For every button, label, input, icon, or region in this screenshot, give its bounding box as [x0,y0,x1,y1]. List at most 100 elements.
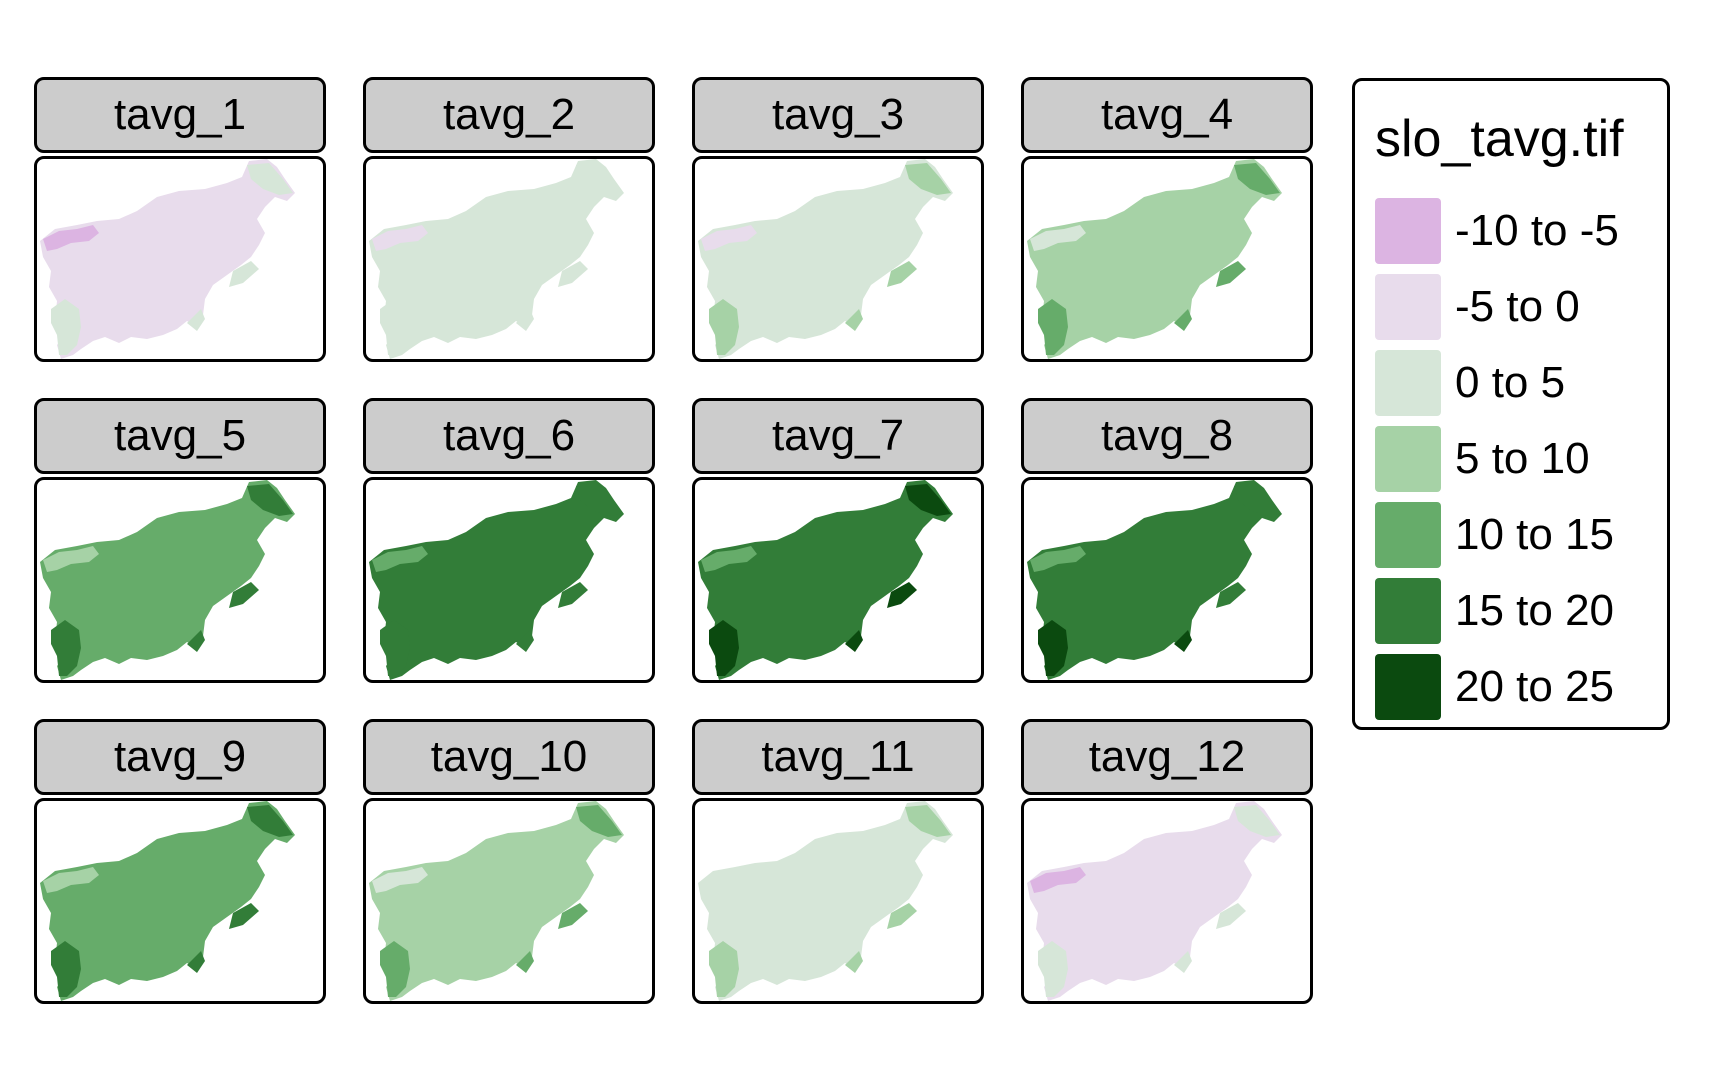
region-alps [701,867,757,893]
map-panel [34,477,326,683]
facet-title: tavg_8 [1021,398,1313,474]
map-panel [1021,477,1313,683]
region-alps [701,546,757,572]
region-base [1027,801,1282,1001]
region-northeast [576,163,622,195]
map-panel [692,156,984,362]
region-base [40,801,295,1001]
facet-tavg-3: tavg_3 [692,77,984,362]
facet-tavg-10: tavg_10 [363,719,655,1004]
region-alps [372,225,428,251]
legend-item: 10 to 15 [1375,497,1614,573]
region-alps [43,225,99,251]
region-southeast-band [229,261,259,287]
legend-item: 5 to 10 [1375,421,1590,497]
region-lowland-southeast [187,951,205,973]
region-base [40,159,295,359]
map-panel [1021,156,1313,362]
legend-swatch [1375,578,1441,644]
region-northeast [247,163,293,195]
region-southeast-band [1216,903,1246,929]
region-southeast-band [558,582,588,608]
map-panel [363,798,655,1004]
facet-tavg-6: tavg_6 [363,398,655,683]
region-southeast-band [229,903,259,929]
region-northeast [905,484,951,516]
region-lowland-southeast [516,309,534,331]
region-lowland-southeast [845,951,863,973]
facet-title: tavg_9 [34,719,326,795]
legend-label: 20 to 25 [1455,662,1615,711]
region-alps [372,546,428,572]
facet-tavg-9: tavg_9 [34,719,326,1004]
region-northeast [247,805,293,837]
map-panel [692,798,984,1004]
facet-title: tavg_1 [34,77,326,153]
region-alps [372,867,428,893]
slovenia-map [1027,159,1282,359]
region-southeast-band [1216,261,1246,287]
map-panel [34,798,326,1004]
region-northeast [905,163,951,195]
region-northeast [1234,484,1280,516]
slovenia-map [40,159,295,359]
region-northeast [247,484,293,516]
legend-label: 5 to 10 [1455,434,1590,483]
legend-label: 15 to 20 [1455,586,1615,635]
facet-title: tavg_7 [692,398,984,474]
region-alps [701,225,757,251]
facet-tavg-5: tavg_5 [34,398,326,683]
region-southeast-band [229,582,259,608]
slovenia-map [40,480,295,680]
facet-tavg-4: tavg_4 [1021,77,1313,362]
region-lowland-southwest [1038,941,1068,997]
region-base [698,159,953,359]
map-panel [363,477,655,683]
facet-title: tavg_10 [363,719,655,795]
facet-title: tavg_3 [692,77,984,153]
region-lowland-southeast [845,309,863,331]
legend-item: -5 to 0 [1375,269,1580,345]
slovenia-map [1027,801,1282,1001]
region-lowland-southeast [187,309,205,331]
region-lowland-southeast [1174,309,1192,331]
slovenia-map [1027,480,1282,680]
region-northeast [1234,163,1280,195]
region-southeast-band [887,261,917,287]
legend-label: -10 to -5 [1455,206,1619,255]
region-lowland-southwest [709,299,739,355]
region-northeast [576,484,622,516]
map-panel [1021,798,1313,1004]
region-lowland-southwest [1038,620,1068,676]
region-lowland-southeast [187,630,205,652]
region-lowland-southwest [51,941,81,997]
map-panel [363,156,655,362]
slovenia-map [369,159,624,359]
region-lowland-southeast [1174,630,1192,652]
region-lowland-southwest [709,620,739,676]
region-lowland-southeast [845,630,863,652]
region-lowland-southwest [1038,299,1068,355]
facet-tavg-1: tavg_1 [34,77,326,362]
legend-item: 20 to 25 [1375,649,1614,725]
region-lowland-southeast [1174,951,1192,973]
region-northeast [1234,805,1280,837]
region-lowland-southwest [380,299,410,355]
region-base [40,480,295,680]
legend-swatch [1375,426,1441,492]
region-alps [1030,225,1086,251]
slovenia-map [698,480,953,680]
region-base [698,480,953,680]
legend-swatch [1375,502,1441,568]
region-base [698,801,953,1001]
legend-swatch [1375,350,1441,416]
region-southeast-band [558,903,588,929]
region-northeast [905,805,951,837]
slovenia-map [369,480,624,680]
legend: slo_tavg.tif -10 to -5 -5 to 0 0 to 5 5 … [1352,78,1670,730]
region-southeast-band [887,903,917,929]
region-lowland-southeast [516,630,534,652]
slovenia-map [698,801,953,1001]
facet-title: tavg_6 [363,398,655,474]
region-alps [1030,867,1086,893]
